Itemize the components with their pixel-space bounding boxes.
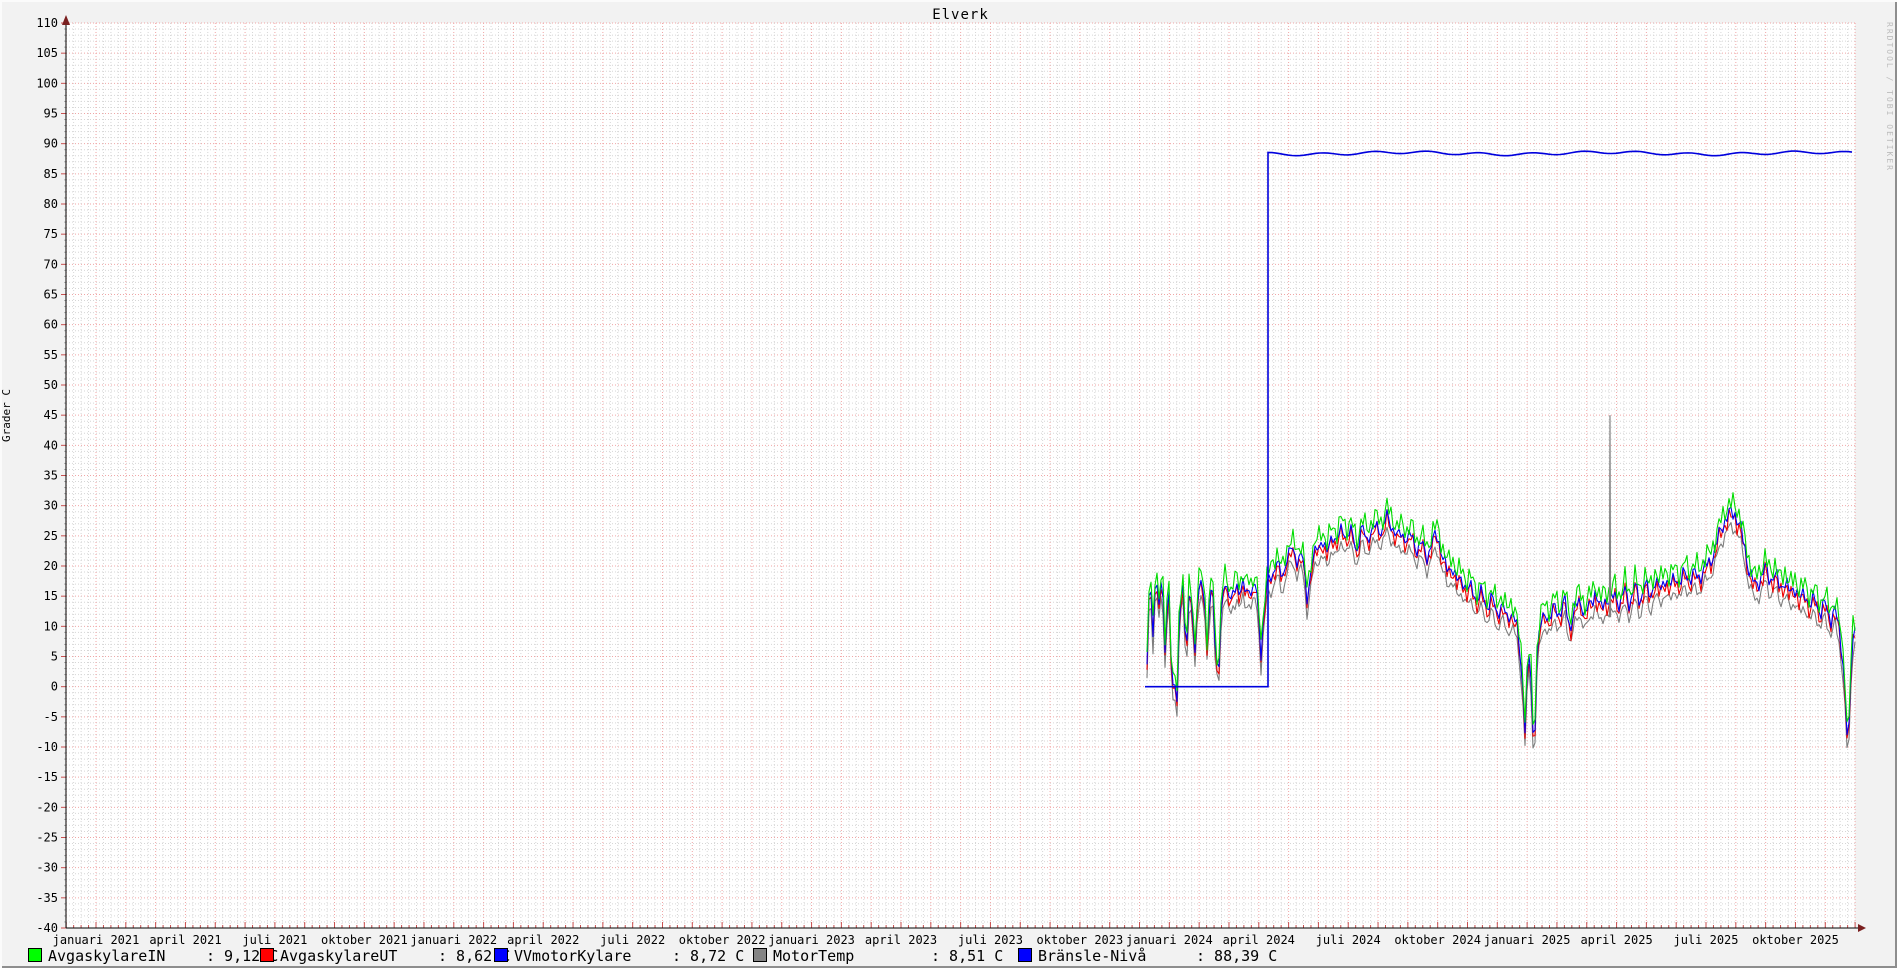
x-tick-label: juli 2022 (600, 933, 665, 947)
x-tick-label: april 2025 (1580, 933, 1652, 947)
y-tick-label: 15 (44, 589, 58, 603)
legend-item-vvmotorkylare: VVmotorKylare : 8,72 C (494, 947, 744, 965)
y-tick-label: 30 (44, 499, 58, 513)
x-tick-label: januari 2025 (1484, 933, 1571, 947)
legend-series-name: Bränsle-Nivå (1038, 947, 1147, 965)
data-series (1145, 150, 1856, 749)
x-tick-label: juli 2025 (1673, 933, 1738, 947)
y-tick-label: 40 (44, 438, 58, 452)
chart-title: Elverk (932, 7, 989, 23)
legend-color-swatch (28, 948, 42, 962)
x-tick-label: oktober 2025 (1752, 933, 1839, 947)
y-tick-label: 85 (44, 167, 58, 181)
legend-series-value: : 8,72 C (672, 947, 745, 965)
y-axis-arrow (62, 15, 70, 25)
y-tick-label: 0 (51, 680, 58, 694)
grid-lines (65, 22, 1856, 929)
x-tick-label: april 2021 (149, 933, 221, 947)
y-tick-label: 10 (44, 619, 58, 633)
rrdtool-watermark: RRDTOOL / TOBI OETIKER (1885, 22, 1894, 172)
y-tick-label: -10 (36, 740, 58, 754)
legend-color-swatch (260, 948, 274, 962)
y-tick-label: 90 (44, 137, 58, 151)
y-tick-label: 75 (44, 227, 58, 241)
y-tick-label: 60 (44, 318, 58, 332)
y-tick-label: -5 (44, 710, 58, 724)
x-tick-label: april 2023 (865, 933, 937, 947)
legend-item-bränsle-nivå: Bränsle-Nivå : 88,39 C (1018, 947, 1277, 965)
y-tick-label: 50 (44, 378, 58, 392)
x-tick-label: januari 2023 (768, 933, 855, 947)
y-tick-label: 100 (36, 76, 58, 90)
y-tick-label: 65 (44, 288, 58, 302)
legend-series-value: : 88,39 C (1196, 947, 1278, 965)
motortemp-spike (1608, 415, 1612, 618)
legend: AvgaskylareIN: 9,12 C AvgaskylareUT : 8,62… (0, 947, 1897, 965)
x-axis-labels: januari 2021 april 2021 juli 2021 oktober 2… (53, 933, 1839, 947)
legend-series-value: : 8,51 C (931, 947, 1004, 965)
y-tick-label: 80 (44, 197, 58, 211)
legend-item-avgaskylareut: AvgaskylareUT : 8,62 C (260, 947, 510, 965)
y-tick-label: -25 (36, 831, 58, 845)
x-tick-label: oktober 2023 (1037, 933, 1124, 947)
y-tick-label: 5 (51, 650, 58, 664)
y-tick-label: 25 (44, 529, 58, 543)
series-avgaskylarein-line (1146, 492, 1856, 725)
series-bransle-niva-line (1145, 150, 1853, 688)
y-tick-label: -40 (36, 921, 58, 935)
x-tick-label: januari 2021 (53, 933, 140, 947)
x-tick-label: oktober 2024 (1394, 933, 1481, 947)
x-tick-label: april 2024 (1223, 933, 1295, 947)
x-axis-arrow (1858, 924, 1866, 932)
legend-item-avgaskylarein: AvgaskylareIN: 9,12 C (28, 947, 278, 965)
x-tick-label: januari 2022 (410, 933, 497, 947)
x-tick-label: juli 2021 (242, 933, 307, 947)
axes (62, 15, 1866, 932)
y-tick-label: 20 (44, 559, 58, 573)
y-tick-label: 35 (44, 469, 58, 483)
legend-series-name: AvgaskylareIN (48, 947, 166, 965)
x-tick-label: januari 2024 (1126, 933, 1213, 947)
legend-item-motortemp: MotorTemp : 8,51 C (753, 947, 1003, 965)
legend-color-swatch (494, 948, 508, 962)
y-tick-label: 110 (36, 16, 58, 30)
legend-series-value: : 8,62 C (438, 947, 511, 965)
x-tick-label: april 2022 (507, 933, 579, 947)
x-tick-label: oktober 2021 (321, 933, 408, 947)
legend-series-name: MotorTemp (773, 947, 855, 965)
legend-color-swatch (753, 948, 767, 962)
y-tick-label: 70 (44, 257, 58, 271)
y-tick-label: -20 (36, 800, 58, 814)
legend-series-name: AvgaskylareUT (280, 947, 398, 965)
y-tick-label: 105 (36, 46, 58, 60)
y-tick-label: -35 (36, 891, 58, 905)
x-tick-label: juli 2023 (958, 933, 1023, 947)
y-tick-label: 55 (44, 348, 58, 362)
y-tick-label: -30 (36, 861, 58, 875)
legend-series-name: VVmotorKylare (514, 947, 632, 965)
y-tick-label: 45 (44, 408, 58, 422)
x-tick-label: oktober 2022 (679, 933, 766, 947)
y-tick-label: -15 (36, 770, 58, 784)
y-tick-label: 95 (44, 107, 58, 121)
x-tick-label: juli 2024 (1316, 933, 1381, 947)
legend-color-swatch (1018, 948, 1032, 962)
y-axis-title: Grader C (0, 389, 13, 442)
y-axis-labels: -40 -35 -30 -25 -20 -15 -10 -5 0 5 10 15 20 25 30 35 40 4… (36, 16, 58, 935)
